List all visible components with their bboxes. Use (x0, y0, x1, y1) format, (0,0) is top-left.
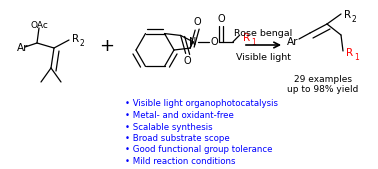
Text: 2: 2 (352, 16, 357, 25)
Text: O: O (184, 56, 192, 66)
Text: +: + (99, 37, 115, 55)
Text: 1: 1 (251, 38, 256, 47)
Text: Rose bengal: Rose bengal (234, 29, 293, 38)
Text: • Mild reaction conditions: • Mild reaction conditions (125, 157, 235, 166)
Text: R: R (346, 48, 353, 58)
Text: • Visible light organophotocatalysis: • Visible light organophotocatalysis (125, 100, 278, 108)
Text: N: N (189, 37, 197, 47)
Text: O: O (210, 37, 218, 47)
Text: Ar: Ar (17, 43, 28, 53)
Text: • Broad substrate scope: • Broad substrate scope (125, 134, 230, 143)
Text: Ar: Ar (287, 37, 299, 47)
Text: O: O (193, 17, 201, 27)
Text: • Good functional group tolerance: • Good functional group tolerance (125, 146, 273, 154)
Text: 1: 1 (354, 54, 359, 63)
Text: Visible light: Visible light (236, 53, 291, 62)
Text: R: R (72, 34, 79, 44)
Text: 2: 2 (80, 39, 85, 47)
Text: up to 98% yield: up to 98% yield (287, 86, 359, 94)
Text: OAc: OAc (30, 21, 48, 30)
Text: • Metal- and oxidant-free: • Metal- and oxidant-free (125, 111, 234, 120)
Text: • Scalable synthesis: • Scalable synthesis (125, 123, 212, 131)
Text: O: O (217, 14, 225, 24)
Text: 29 examples: 29 examples (294, 76, 352, 84)
Text: R: R (344, 10, 351, 20)
Text: R: R (243, 33, 250, 43)
